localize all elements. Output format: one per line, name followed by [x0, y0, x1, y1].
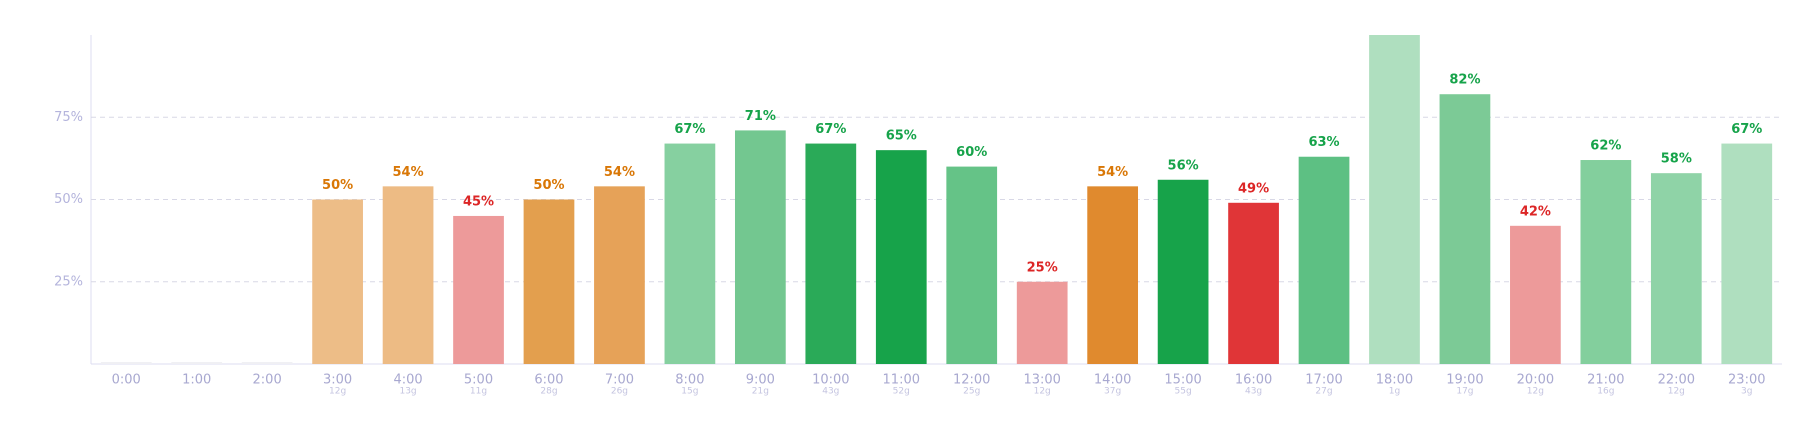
value-label: 60% [956, 145, 987, 160]
x-tick-label: 9:00 [746, 373, 775, 388]
x-tick-label: 6:00 [534, 373, 563, 388]
x-tick-label: 11:00 [883, 373, 920, 388]
value-label: 50% [533, 178, 564, 193]
value-label: 62% [1590, 139, 1621, 154]
sample-count: 3g [1741, 387, 1752, 397]
x-tick-label: 5:00 [464, 373, 493, 388]
sample-count: 12g [329, 387, 346, 397]
bar [875, 150, 927, 364]
x-tick-label: 23:00 [1728, 373, 1765, 388]
bar [664, 143, 716, 364]
bar [1087, 186, 1139, 364]
bar [594, 186, 645, 364]
value-label: 54% [1097, 165, 1128, 180]
bar [1016, 281, 1068, 364]
sample-count: 16g [1597, 387, 1614, 397]
x-tick-label: 15:00 [1164, 373, 1201, 388]
sample-count: 17g [1456, 387, 1473, 397]
bar [1439, 94, 1491, 364]
value-label: 63% [1308, 135, 1339, 150]
x-tick-label: 4:00 [393, 373, 422, 388]
sample-count: 28g [540, 387, 557, 397]
sample-count: 25g [963, 387, 980, 397]
sample-count: 27g [1315, 387, 1332, 397]
y-tick-label: 25% [54, 274, 83, 289]
value-label: 54% [604, 165, 635, 180]
bar [946, 166, 998, 364]
value-label: 50% [322, 178, 353, 193]
y-tick-label: 75% [54, 110, 83, 125]
x-tick-label: 0:00 [112, 373, 141, 388]
x-tick-label: 2:00 [253, 373, 282, 388]
x-tick-label: 22:00 [1658, 373, 1695, 388]
value-label: 82% [1449, 73, 1480, 88]
bar [1650, 173, 1702, 364]
x-tick-label: 3:00 [323, 373, 352, 388]
value-label: 65% [886, 129, 917, 144]
value-label: 58% [1661, 152, 1692, 167]
bar [453, 215, 504, 364]
x-tick-label: 8:00 [675, 373, 704, 388]
bar [382, 186, 434, 364]
x-tick-label: 1:00 [182, 373, 211, 388]
bar [1369, 35, 1420, 364]
x-tick-label: 18:00 [1376, 373, 1413, 388]
sample-count: 26g [611, 387, 628, 397]
sample-count: 12g [1527, 387, 1544, 397]
sample-count: 43g [822, 387, 839, 397]
bar [1580, 160, 1632, 364]
sample-count: 21g [752, 387, 769, 397]
bar [1510, 225, 1561, 364]
empty-bar [241, 362, 293, 364]
bar [1157, 179, 1209, 364]
x-tick-label: 16:00 [1235, 373, 1272, 388]
sample-count: 12g [1034, 387, 1051, 397]
sample-count: 11g [470, 387, 487, 397]
sample-count: 43g [1245, 387, 1262, 397]
bar [1228, 202, 1279, 364]
bar [523, 199, 575, 364]
value-label: 67% [674, 122, 705, 137]
sample-count: 13g [399, 387, 416, 397]
sample-count: 1g [1389, 387, 1400, 397]
value-label: 42% [1520, 204, 1551, 219]
x-tick-label: 17:00 [1305, 373, 1342, 388]
x-tick-label: 7:00 [605, 373, 634, 388]
x-tick-label: 12:00 [953, 373, 990, 388]
sample-count: 12g [1668, 387, 1685, 397]
sample-count: 15g [681, 387, 698, 397]
value-label: 49% [1238, 181, 1269, 196]
bar [805, 143, 857, 364]
x-tick-label: 14:00 [1094, 373, 1131, 388]
value-label: 25% [1027, 260, 1058, 275]
sample-count: 55g [1175, 387, 1192, 397]
value-label: 56% [1168, 158, 1199, 173]
x-tick-label: 20:00 [1517, 373, 1554, 388]
value-label: 54% [393, 165, 424, 180]
bar [734, 130, 786, 364]
value-label: 71% [745, 109, 776, 124]
x-tick-label: 10:00 [812, 373, 849, 388]
bar [1721, 143, 1773, 364]
bar [312, 199, 363, 364]
sample-count: 37g [1104, 387, 1121, 397]
value-label: 67% [815, 122, 846, 137]
empty-bar [100, 362, 152, 364]
sample-count: 52g [893, 387, 910, 397]
x-tick-label: 13:00 [1023, 373, 1060, 388]
x-tick-label: 19:00 [1446, 373, 1483, 388]
y-tick-label: 50% [54, 192, 83, 207]
x-tick-label: 21:00 [1587, 373, 1624, 388]
value-label: 67% [1731, 122, 1762, 137]
value-label: 45% [463, 194, 494, 209]
bar [1298, 156, 1350, 364]
empty-bar [171, 362, 223, 364]
